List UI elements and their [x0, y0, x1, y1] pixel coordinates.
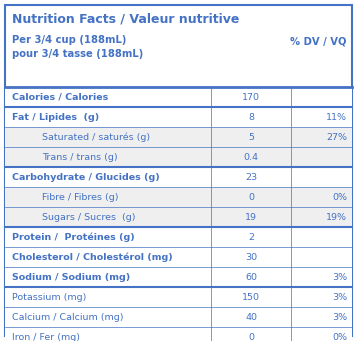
Text: Sugars / Sucres  (g): Sugars / Sucres (g) — [42, 212, 136, 222]
Bar — [5, 187, 352, 207]
Text: Protein /  Protéines (g): Protein / Protéines (g) — [12, 232, 135, 242]
Bar — [5, 147, 352, 167]
Bar — [5, 227, 352, 247]
Bar — [5, 247, 352, 267]
Text: 3%: 3% — [332, 272, 347, 282]
Text: 0%: 0% — [332, 332, 347, 341]
Text: 23: 23 — [245, 173, 257, 181]
Text: Trans / trans (g): Trans / trans (g) — [42, 152, 117, 162]
Text: Per 3/4 cup (188mL): Per 3/4 cup (188mL) — [12, 35, 126, 45]
Text: 30: 30 — [245, 252, 257, 262]
Text: Calories / Calories: Calories / Calories — [12, 92, 108, 102]
Text: 2: 2 — [248, 233, 255, 241]
Text: Calcium / Calcium (mg): Calcium / Calcium (mg) — [12, 312, 124, 322]
Text: 27%: 27% — [326, 133, 347, 142]
Bar — [5, 207, 352, 227]
Bar — [5, 327, 352, 341]
Text: 19%: 19% — [326, 212, 347, 222]
Text: 3%: 3% — [332, 312, 347, 322]
Bar — [5, 87, 352, 107]
Text: 3%: 3% — [332, 293, 347, 301]
Bar — [5, 167, 352, 187]
Text: 5: 5 — [248, 133, 255, 142]
Text: 40: 40 — [245, 312, 257, 322]
Bar — [5, 267, 352, 287]
Text: 8: 8 — [248, 113, 255, 121]
Text: 60: 60 — [245, 272, 257, 282]
Text: 150: 150 — [242, 293, 260, 301]
Text: 170: 170 — [242, 92, 260, 102]
Text: 0.4: 0.4 — [244, 152, 259, 162]
Text: % DV / VQ: % DV / VQ — [291, 37, 347, 47]
Text: Saturated / saturés (g): Saturated / saturés (g) — [42, 132, 150, 142]
Text: Carbohydrate / Glucides (g): Carbohydrate / Glucides (g) — [12, 173, 160, 181]
Text: Iron / Fer (mg): Iron / Fer (mg) — [12, 332, 80, 341]
Text: 11%: 11% — [326, 113, 347, 121]
Text: 0%: 0% — [332, 193, 347, 202]
Text: 0: 0 — [248, 193, 255, 202]
Text: Fibre / Fibres (g): Fibre / Fibres (g) — [42, 193, 119, 202]
Text: 19: 19 — [245, 212, 257, 222]
Text: Potassium (mg): Potassium (mg) — [12, 293, 86, 301]
Text: Nutrition Facts / Valeur nutritive: Nutrition Facts / Valeur nutritive — [12, 13, 240, 26]
Text: Cholesterol / Cholestérol (mg): Cholesterol / Cholestérol (mg) — [12, 252, 173, 262]
Text: 0: 0 — [248, 332, 255, 341]
Text: pour 3/4 tasse (188mL): pour 3/4 tasse (188mL) — [12, 49, 143, 59]
Bar — [5, 307, 352, 327]
Bar — [5, 107, 352, 127]
Text: Sodium / Sodium (mg): Sodium / Sodium (mg) — [12, 272, 130, 282]
Text: Fat / Lipides  (g): Fat / Lipides (g) — [12, 113, 99, 121]
Bar — [5, 127, 352, 147]
Bar — [5, 287, 352, 307]
